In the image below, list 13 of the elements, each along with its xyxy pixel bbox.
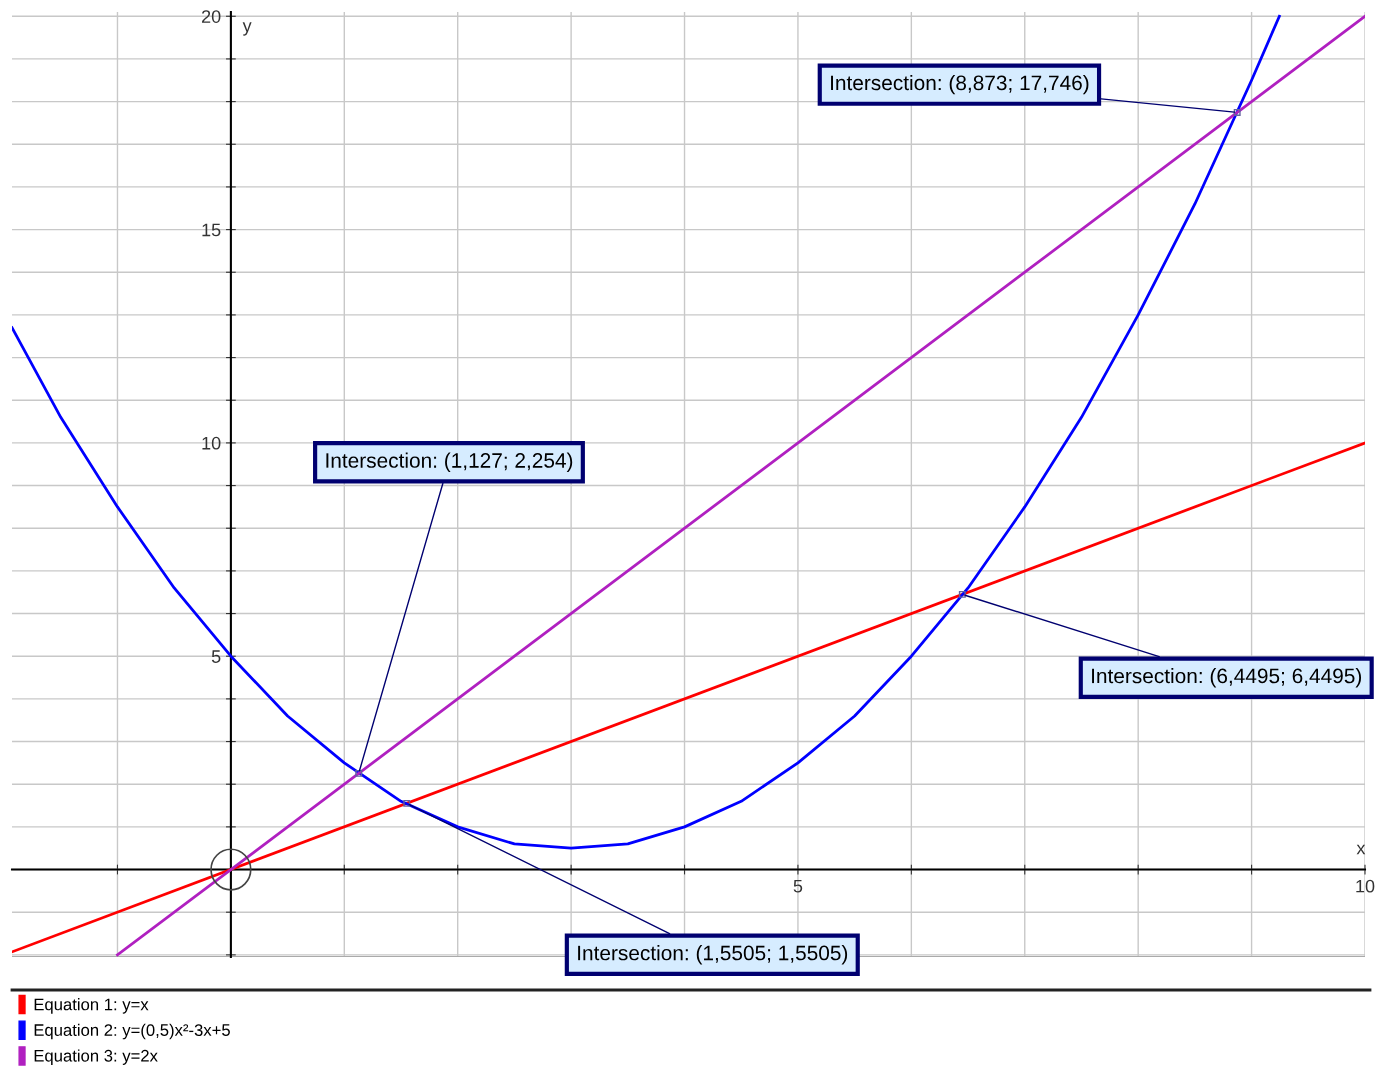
y-tick-label: 5 [211,650,221,663]
annotation: Intersection: (1,5505; 1,5505) [578,945,848,965]
y-tick-label: 10 [202,436,221,450]
y-tick-label: 15 [202,223,221,237]
legend-label: Equation 1: y=x [34,998,149,1014]
annotation: Intersection: (6,4495; 6,4495) [1092,668,1362,688]
legend-label: Equation 3: y=2x [34,1049,158,1065]
legend-label: Equation 2: y=(0,5)x²-3x+5 [34,1023,230,1040]
x-axis-title: x [1356,844,1366,855]
y-tick-label: 20 [201,10,221,23]
annotation: Intersection: (1,127; 2,254) [326,452,573,472]
y-axis-title: y [242,22,252,36]
annotation: Intersection: (8,873; 17,746) [831,74,1089,95]
